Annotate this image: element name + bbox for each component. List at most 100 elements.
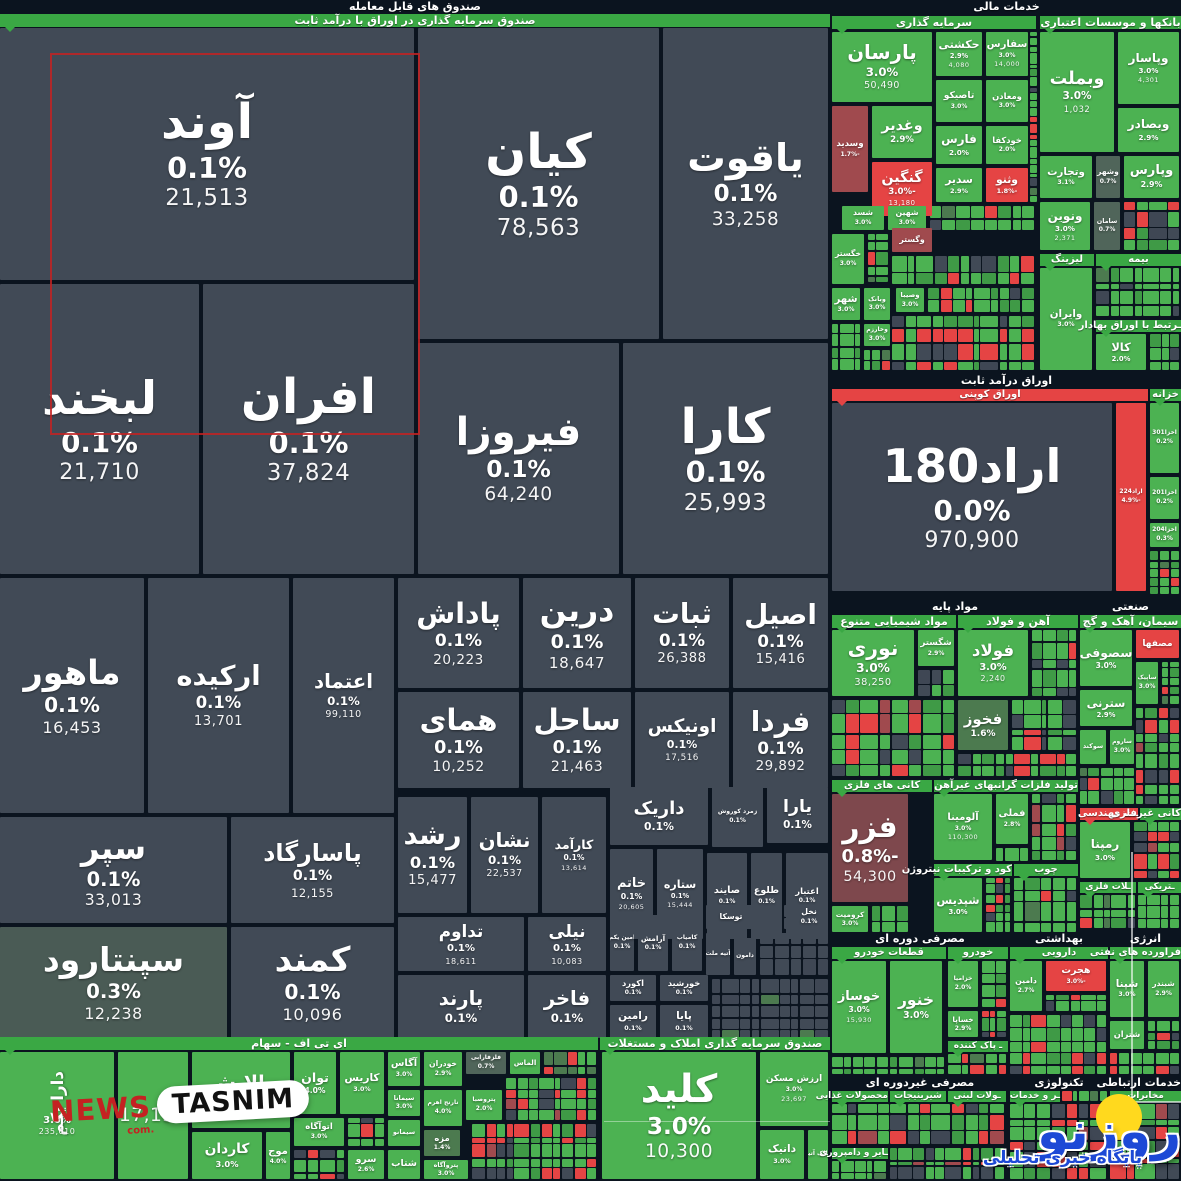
treemap-microtile[interactable] bbox=[1170, 1065, 1180, 1075]
treemap-microtile[interactable] bbox=[1127, 909, 1135, 917]
treemap-microtile[interactable] bbox=[1024, 923, 1040, 933]
treemap-tile[interactable]: اخزا201 0.2% bbox=[1150, 477, 1179, 519]
treemap-microtile[interactable] bbox=[1078, 1127, 1089, 1141]
treemap-microtile[interactable] bbox=[587, 1158, 597, 1167]
treemap-microtile[interactable] bbox=[1160, 268, 1172, 283]
treemap-microtile[interactable] bbox=[1066, 1151, 1078, 1167]
treemap-microtile[interactable] bbox=[972, 1166, 980, 1180]
treemap-microtile[interactable] bbox=[934, 273, 947, 285]
treemap-tile[interactable]: کارا 0.1% 25,993 bbox=[623, 343, 828, 574]
treemap-microtile[interactable] bbox=[890, 1104, 907, 1114]
treemap-tile[interactable]: شهین 3.0% bbox=[888, 206, 926, 230]
treemap-microtile[interactable] bbox=[307, 1173, 319, 1180]
treemap-microtile[interactable] bbox=[1069, 642, 1077, 659]
treemap-microtile[interactable] bbox=[1012, 736, 1023, 751]
treemap-microtile[interactable] bbox=[868, 241, 875, 251]
treemap-tile[interactable]: کامیاب 0.1% bbox=[672, 915, 702, 971]
treemap-microtile[interactable] bbox=[1158, 832, 1169, 842]
treemap-microtile[interactable] bbox=[1120, 305, 1134, 317]
treemap-microtile[interactable] bbox=[1043, 630, 1056, 642]
treemap-microtile[interactable] bbox=[1047, 1042, 1060, 1052]
treemap-microtile[interactable] bbox=[1158, 708, 1169, 719]
treemap-microtile[interactable] bbox=[1158, 784, 1169, 795]
treemap-microtile[interactable] bbox=[1144, 719, 1158, 733]
treemap-tile[interactable]: فارس 2.0% bbox=[936, 126, 982, 164]
treemap-microtile[interactable] bbox=[1023, 1028, 1030, 1041]
treemap-microtile[interactable] bbox=[867, 1173, 873, 1180]
treemap-microtile[interactable] bbox=[1031, 754, 1039, 765]
treemap-microtile[interactable] bbox=[791, 979, 799, 994]
treemap-microtile[interactable] bbox=[1022, 316, 1035, 327]
treemap-microtile[interactable] bbox=[832, 700, 845, 713]
treemap-microtile[interactable] bbox=[1014, 878, 1024, 890]
treemap-microtile[interactable] bbox=[1168, 211, 1180, 227]
treemap-microtile[interactable] bbox=[1155, 1065, 1169, 1075]
treemap-microtile[interactable] bbox=[860, 714, 879, 734]
treemap-microtile[interactable] bbox=[953, 300, 965, 313]
treemap-microtile[interactable] bbox=[561, 1090, 576, 1098]
treemap-microtile[interactable] bbox=[561, 1158, 574, 1167]
treemap-microtile[interactable] bbox=[1130, 1053, 1142, 1065]
treemap-microtile[interactable] bbox=[507, 1124, 513, 1137]
treemap-microtile[interactable] bbox=[1066, 1127, 1078, 1141]
treemap-tile[interactable]: پتروصبا 2.0% bbox=[466, 1090, 502, 1120]
treemap-microtile[interactable] bbox=[890, 1131, 907, 1145]
treemap-microtile[interactable] bbox=[1043, 642, 1056, 659]
treemap-microtile[interactable] bbox=[1168, 228, 1180, 239]
treemap-microtile[interactable] bbox=[497, 1124, 506, 1137]
treemap-microtile[interactable] bbox=[1148, 832, 1157, 842]
treemap-microtile[interactable] bbox=[1057, 669, 1068, 687]
treemap-microtile[interactable] bbox=[935, 1166, 944, 1180]
treemap-microtile[interactable] bbox=[914, 1068, 924, 1075]
treemap-microtile[interactable] bbox=[1065, 837, 1077, 850]
treemap-microtile[interactable] bbox=[1162, 361, 1169, 371]
treemap-microtile[interactable] bbox=[1036, 1104, 1051, 1119]
treemap-microtile[interactable] bbox=[1162, 662, 1169, 667]
treemap-microtile[interactable] bbox=[909, 714, 921, 734]
treemap-microtile[interactable] bbox=[740, 979, 751, 994]
treemap-microtile[interactable] bbox=[996, 961, 1007, 973]
treemap-tile[interactable]: خودکفا 2.0% bbox=[986, 126, 1028, 164]
treemap-microtile[interactable] bbox=[1042, 736, 1047, 751]
treemap-microtile[interactable] bbox=[1170, 832, 1180, 842]
treemap-microtile[interactable] bbox=[1144, 784, 1158, 795]
treemap-microtile[interactable] bbox=[986, 884, 995, 894]
treemap-microtile[interactable] bbox=[1008, 328, 1021, 343]
treemap-tile[interactable]: یاقوت 0.1% 33,258 bbox=[663, 28, 828, 339]
treemap-microtile[interactable] bbox=[1022, 328, 1035, 343]
treemap-microtile[interactable] bbox=[931, 1104, 951, 1114]
treemap-microtile[interactable] bbox=[1169, 668, 1180, 677]
treemap-tile[interactable]: فردا 0.1% 29,892 bbox=[733, 692, 828, 788]
treemap-microtile[interactable] bbox=[1170, 1053, 1180, 1065]
treemap-microtile[interactable] bbox=[790, 945, 802, 958]
treemap-microtile[interactable] bbox=[1170, 561, 1180, 568]
treemap-tile[interactable]: پایا 0.1% bbox=[660, 1005, 708, 1038]
treemap-microtile[interactable] bbox=[1168, 1164, 1180, 1180]
treemap-tile[interactable]: فیروزا 0.1% 64,240 bbox=[418, 343, 619, 574]
treemap-microtile[interactable] bbox=[1148, 1041, 1156, 1050]
treemap-microtile[interactable] bbox=[928, 300, 940, 313]
treemap-microtile[interactable] bbox=[1147, 906, 1160, 918]
treemap-microtile[interactable] bbox=[995, 765, 1005, 777]
treemap-tile[interactable]: سرو 2.6% bbox=[348, 1150, 384, 1179]
treemap-microtile[interactable] bbox=[1120, 283, 1134, 290]
treemap-microtile[interactable] bbox=[530, 1138, 541, 1143]
treemap-microtile[interactable] bbox=[965, 1114, 978, 1130]
treemap-microtile[interactable] bbox=[852, 1068, 863, 1075]
treemap-tile[interactable]: وپاسار 3.0% 4,301 bbox=[1118, 32, 1179, 104]
treemap-microtile[interactable] bbox=[561, 1168, 574, 1180]
treemap-microtile[interactable] bbox=[998, 1064, 1007, 1075]
treemap-microtile[interactable] bbox=[925, 1057, 936, 1068]
treemap-tile[interactable]: اونیکس 0.1% 17,516 bbox=[635, 692, 729, 788]
treemap-microtile[interactable] bbox=[832, 334, 839, 347]
treemap-microtile[interactable] bbox=[1066, 1168, 1078, 1180]
treemap-microtile[interactable] bbox=[1099, 1091, 1107, 1101]
treemap-microtile[interactable] bbox=[1047, 1028, 1060, 1041]
treemap-microtile[interactable] bbox=[996, 1032, 1007, 1038]
treemap-microtile[interactable] bbox=[1090, 1091, 1099, 1101]
treemap-tile[interactable]: اکورد 0.1% bbox=[610, 975, 656, 1001]
treemap-microtile[interactable] bbox=[1096, 1015, 1107, 1027]
treemap-microtile[interactable] bbox=[1143, 1065, 1155, 1075]
treemap-microtile[interactable] bbox=[1161, 895, 1169, 905]
treemap-microtile[interactable] bbox=[990, 1011, 996, 1017]
